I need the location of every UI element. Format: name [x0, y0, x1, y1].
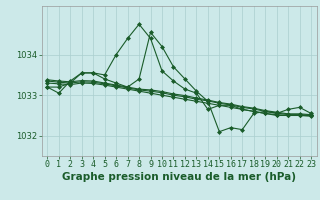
X-axis label: Graphe pression niveau de la mer (hPa): Graphe pression niveau de la mer (hPa): [62, 172, 296, 182]
